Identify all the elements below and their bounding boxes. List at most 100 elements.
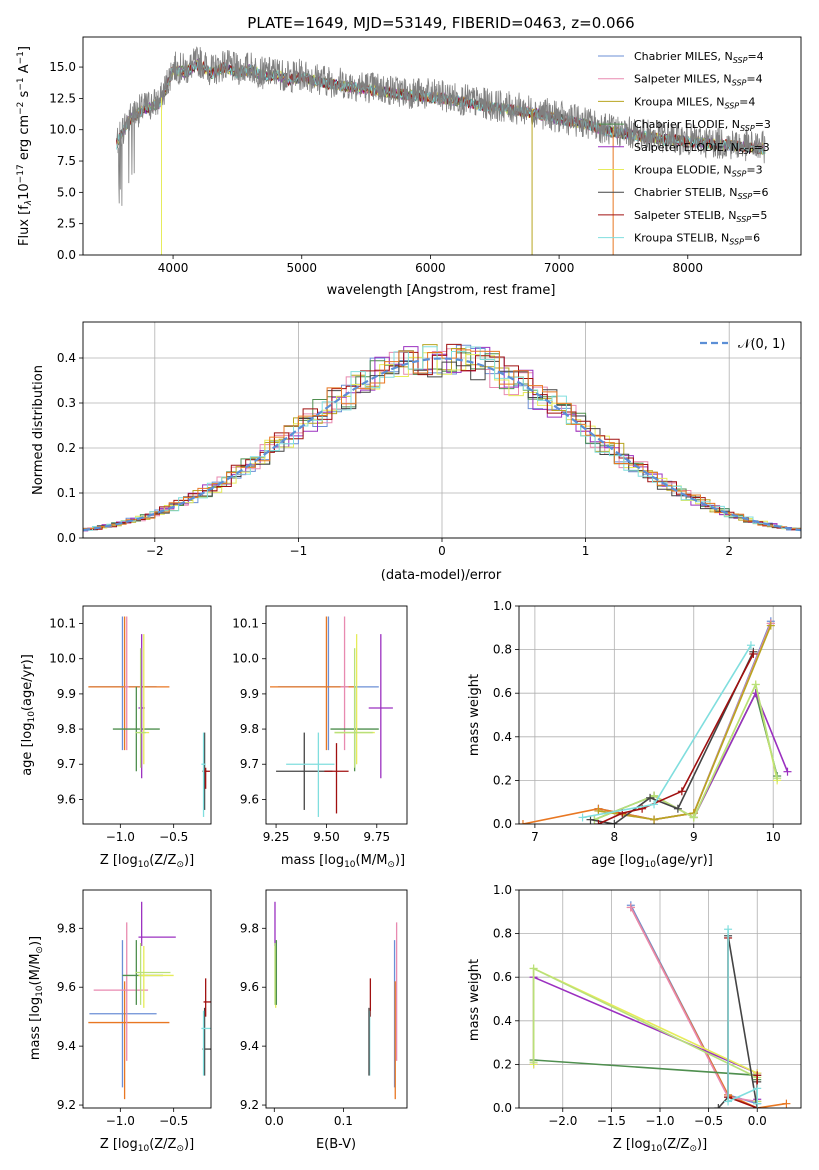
x-tick-label: 8: [611, 830, 619, 844]
x-tick-label: −0.5: [159, 830, 188, 844]
histogram-steps: [83, 343, 801, 533]
spectrum-ylabel-part: erg cm: [17, 115, 32, 164]
mass-z-xlabel-part: 10: [138, 1144, 150, 1154]
errorbars: [274, 901, 398, 1100]
legend-label-part: Kroupa ELODIE, N: [634, 164, 732, 177]
weight-line: [522, 623, 772, 824]
age_vs_Z-frame: [82, 605, 212, 825]
y-tick-label: 0.2: [493, 1057, 512, 1071]
x-tick-label: −1.5: [597, 1114, 626, 1128]
normal-curve: [83, 357, 801, 532]
x-tick-label: 0.1: [334, 1114, 353, 1128]
mass-z-xlabel-part: )]: [184, 1137, 194, 1152]
weight-line: [630, 907, 758, 1103]
age-mass-xlabel-part: )]: [395, 853, 405, 868]
legend-label-part: SSP: [739, 147, 754, 156]
x-tick-label: 10: [766, 830, 781, 844]
y-tick-label: 0.4: [57, 351, 76, 365]
y-tick-label: 9.8: [240, 921, 259, 935]
legend-label-part: =5: [751, 209, 767, 222]
y-tick-label: 15.0: [49, 60, 76, 74]
x-tick-label: 8000: [672, 261, 703, 275]
x-tick-label: 7: [531, 830, 539, 844]
figure-title: PLATE=1649, MJD=53149, FIBERID=0463, z=0…: [247, 14, 634, 32]
weight-line: [594, 690, 778, 821]
y-tick-label: 9.7: [240, 757, 259, 771]
errorbars: [88, 616, 210, 817]
y-tick-label: 5.0: [57, 185, 76, 199]
y-tick-label: 9.8: [57, 722, 76, 736]
histogram-step: [83, 349, 801, 533]
residuals-frame: [82, 321, 802, 539]
legend-label-part: Kroupa MILES, N: [634, 95, 724, 108]
y-tick-label: 0.2: [57, 441, 76, 455]
y-tick-label: 10.1: [232, 617, 259, 631]
legend-label-part: =3: [746, 164, 762, 177]
weight-z-xlabel-part: Z [log: [613, 1137, 651, 1152]
spectrum-xlabel: wavelength [Angstrom, rest frame]: [327, 283, 556, 298]
age-z-xlabel-part: 10: [138, 860, 150, 870]
legend-label-part: SSP: [724, 101, 739, 110]
x-tick-label: −2.0: [548, 1114, 577, 1128]
spectrum-ylabel-part: −2: [16, 102, 26, 115]
residual-ylabel: Normed distribution: [31, 365, 46, 495]
x-tick-label: 9.25: [263, 830, 290, 844]
spectrum-ylabel-part: −1: [16, 77, 26, 90]
y-tick-label: 0.6: [493, 686, 512, 700]
legend-label: Kroupa ELODIE, NSSP=3: [634, 164, 763, 179]
spectrum-ylabel-part: −17: [16, 164, 26, 183]
spectrum-frame: [82, 36, 802, 256]
legend-label-part: Chabrier MILES, N: [634, 50, 733, 63]
spectrum-ylabel-part: Flux [f: [17, 205, 32, 246]
weight-line: [532, 967, 758, 1102]
weight-line: [598, 623, 772, 821]
y-tick-label: 9.9: [57, 687, 76, 701]
x-tick-label: −1: [290, 544, 308, 558]
legend-label: Kroupa STELIB, NSSP=6: [634, 232, 760, 247]
y-tick-label: 7.5: [57, 154, 76, 168]
y-tick-label: 9.6: [57, 792, 76, 806]
spectrum-ylabel: Flux [fλ10−17 erg cm−2 s−1 A−1]: [16, 46, 34, 246]
y-tick-label: 10.0: [49, 123, 76, 137]
y-tick-label: 9.4: [57, 1039, 76, 1053]
y-tick-label: 9.6: [240, 980, 259, 994]
legend-label-part: =6: [752, 186, 768, 199]
y-tick-label: 0.3: [57, 396, 76, 410]
mass-z-xlabel-part: ⊙: [176, 1144, 184, 1154]
weight-age-xlabel: age [log10(age/yr)]: [591, 853, 713, 870]
y-tick-label: 10.1: [49, 617, 76, 631]
age-z-xlabel-part: (Z/Z: [149, 853, 176, 868]
legend-label-part: =4: [746, 73, 762, 86]
legend-label: Chabrier STELIB, NSSP=6: [634, 186, 768, 201]
mass-z-ylabel-part: (M/M: [28, 954, 43, 986]
y-tick-label: 1.0: [493, 883, 512, 897]
spectrum-ylabel-part: ]: [17, 46, 32, 51]
spectrum-ylabel-part: −1: [16, 51, 26, 64]
y-tick-label: 0.2: [493, 773, 512, 787]
spectrum-lines: [116, 46, 766, 255]
legend-label: Kroupa MILES, NSSP=4: [634, 95, 755, 110]
legend-label: 𝒩(0, 1): [738, 337, 785, 352]
weight-line: [727, 929, 758, 1104]
spectrum-ylabel-part: λ: [24, 200, 34, 206]
weight-age-xlabel-part: age [log: [591, 853, 644, 868]
age-z-xlabel: Z [log10(Z/Z⊙)]: [100, 853, 194, 870]
age-z-xlabel-part: ⊙: [176, 860, 184, 870]
x-tick-label: −1.0: [106, 1114, 135, 1128]
legend-label-part: SSP: [733, 56, 748, 65]
residuals-axes: −2 −1 0 1 2 0.0 0.1 0.2 0.3 0.4: [57, 322, 801, 558]
weight-line: [532, 975, 758, 1100]
ebv-xlabel: E(B-V): [316, 1137, 356, 1152]
y-tick-label: 9.8: [57, 921, 76, 935]
legend-label-part: SSP: [732, 79, 747, 88]
age-mass-xlabel-part: ⊙: [387, 860, 395, 870]
mass_weight_vs_age-axes: 7 8 9 10 0.0 0.2 0.4 0.6 0.8 1.0: [493, 599, 801, 844]
x-tick-label: 1: [582, 544, 590, 558]
weight-age-xlabel-part: 10: [644, 860, 656, 870]
x-tick-label: 2: [725, 544, 733, 558]
age-z-ylabel-part: age [log: [20, 723, 35, 776]
mass-z-xlabel-part: Z [log: [100, 1137, 138, 1152]
legend-label-part: Chabrier ELODIE, N: [634, 118, 740, 131]
weight-lines: [529, 901, 791, 1108]
